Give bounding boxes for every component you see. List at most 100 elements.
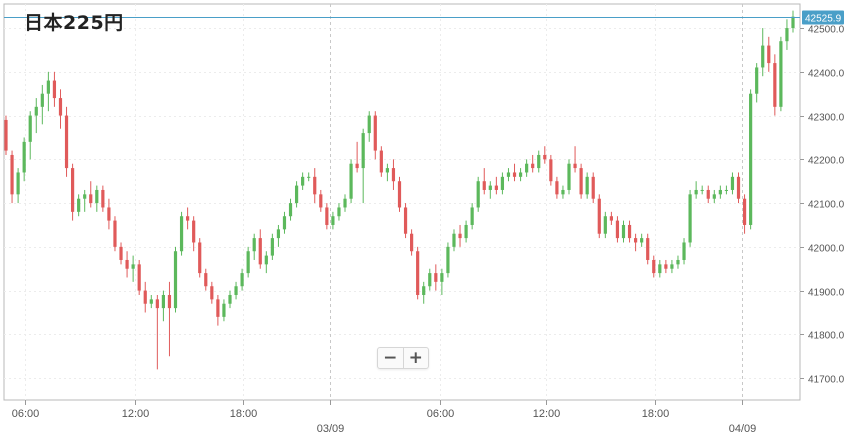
candle-body bbox=[107, 207, 111, 221]
candle-body bbox=[64, 115, 69, 169]
candle-body bbox=[307, 176, 311, 178]
candle-body bbox=[276, 229, 281, 239]
candle-body bbox=[119, 246, 123, 260]
candle-body bbox=[294, 185, 299, 204]
x-tick-label: 12:00 bbox=[533, 408, 561, 420]
candle-body bbox=[531, 163, 535, 169]
candle-body bbox=[512, 172, 517, 177]
candle-body bbox=[658, 264, 662, 274]
candle-body bbox=[131, 264, 135, 269]
candle-body bbox=[337, 207, 341, 217]
candle-body bbox=[422, 286, 426, 295]
candle-body bbox=[204, 273, 208, 287]
candle-body bbox=[627, 224, 632, 239]
candle-body bbox=[40, 93, 44, 107]
candle-body bbox=[367, 115, 371, 134]
zoom-out-button[interactable]: − bbox=[383, 347, 398, 368]
candle-body bbox=[767, 45, 771, 64]
candle-body bbox=[173, 251, 178, 309]
candle-body bbox=[670, 264, 674, 269]
candle-body bbox=[694, 189, 698, 195]
candle-body bbox=[518, 172, 523, 177]
candle-body bbox=[246, 251, 250, 274]
y-tick-label: 42300.0 bbox=[808, 113, 844, 124]
candle-body bbox=[500, 176, 505, 190]
y-tick-label: 42500.0 bbox=[808, 25, 844, 36]
candle-body bbox=[615, 220, 620, 239]
candle-body bbox=[446, 246, 450, 274]
x-tick-label: 03/09 bbox=[317, 423, 345, 435]
candle-body bbox=[186, 216, 190, 221]
candle-body bbox=[561, 189, 565, 195]
candle-body bbox=[361, 133, 365, 169]
candle-body bbox=[749, 93, 753, 225]
candle-body bbox=[464, 224, 468, 239]
candle-body bbox=[34, 106, 38, 116]
candle-body bbox=[240, 273, 244, 287]
candle-body bbox=[773, 63, 777, 107]
candle-body bbox=[585, 176, 589, 195]
candle-body bbox=[58, 98, 63, 116]
candle-body bbox=[549, 159, 553, 182]
x-tick-label: 18:00 bbox=[642, 408, 670, 420]
candle-body bbox=[440, 273, 444, 282]
candle-body bbox=[22, 141, 26, 173]
candle-body bbox=[179, 216, 184, 252]
last-price-badge bbox=[802, 10, 844, 25]
candle-body bbox=[4, 119, 8, 151]
candle-body bbox=[428, 273, 432, 287]
y-tick-label: 42100.0 bbox=[808, 200, 844, 211]
candle-body bbox=[761, 45, 765, 68]
x-tick-label: 18:00 bbox=[230, 408, 258, 420]
y-tick-label: 42200.0 bbox=[808, 156, 844, 167]
x-tick-label: 06:00 bbox=[427, 408, 455, 420]
candle-body bbox=[682, 242, 686, 260]
candle-body bbox=[664, 264, 668, 269]
candle-body bbox=[234, 286, 238, 295]
candle-body bbox=[83, 194, 87, 199]
candle-body bbox=[676, 259, 680, 265]
candle-body bbox=[416, 251, 420, 295]
x-tick-label: 12:00 bbox=[122, 408, 150, 420]
candle-body bbox=[452, 233, 456, 247]
candle-body bbox=[603, 216, 607, 234]
candle-body bbox=[712, 194, 716, 199]
candle-body bbox=[264, 255, 268, 265]
candle-body bbox=[494, 185, 498, 190]
candle-body bbox=[755, 67, 759, 94]
candle-body bbox=[373, 115, 377, 151]
candle-body bbox=[391, 168, 396, 182]
candle-body bbox=[167, 294, 172, 309]
candle-body bbox=[155, 299, 159, 309]
candle-body bbox=[216, 299, 220, 317]
candle-body bbox=[482, 181, 486, 190]
candle-body bbox=[591, 176, 595, 199]
candle-body bbox=[222, 303, 226, 317]
candle-body bbox=[646, 238, 650, 260]
candle-body bbox=[113, 220, 117, 247]
candle-body bbox=[700, 189, 704, 191]
zoom-in-button[interactable]: + bbox=[402, 348, 429, 368]
candle-body bbox=[270, 238, 274, 256]
candle-body bbox=[506, 172, 511, 177]
candle-body bbox=[325, 207, 329, 225]
candle-body bbox=[143, 290, 147, 304]
chart-title: 日本225円 bbox=[24, 12, 124, 34]
candle-body bbox=[77, 198, 81, 212]
candle-body bbox=[210, 286, 214, 300]
last-price-label: 42525.9 bbox=[805, 14, 842, 25]
candle-body bbox=[543, 154, 547, 160]
candle-body bbox=[331, 216, 335, 225]
candle-body bbox=[319, 194, 323, 208]
candle-body bbox=[579, 168, 583, 195]
candle-body bbox=[355, 163, 359, 169]
candle-body bbox=[742, 198, 747, 225]
x-tick-label: 04/09 bbox=[729, 423, 757, 435]
candle-body bbox=[736, 176, 741, 199]
candle-body bbox=[258, 238, 262, 265]
candle-body bbox=[46, 80, 50, 94]
y-tick-label: 41700.0 bbox=[808, 375, 844, 386]
candle-body bbox=[313, 176, 317, 195]
